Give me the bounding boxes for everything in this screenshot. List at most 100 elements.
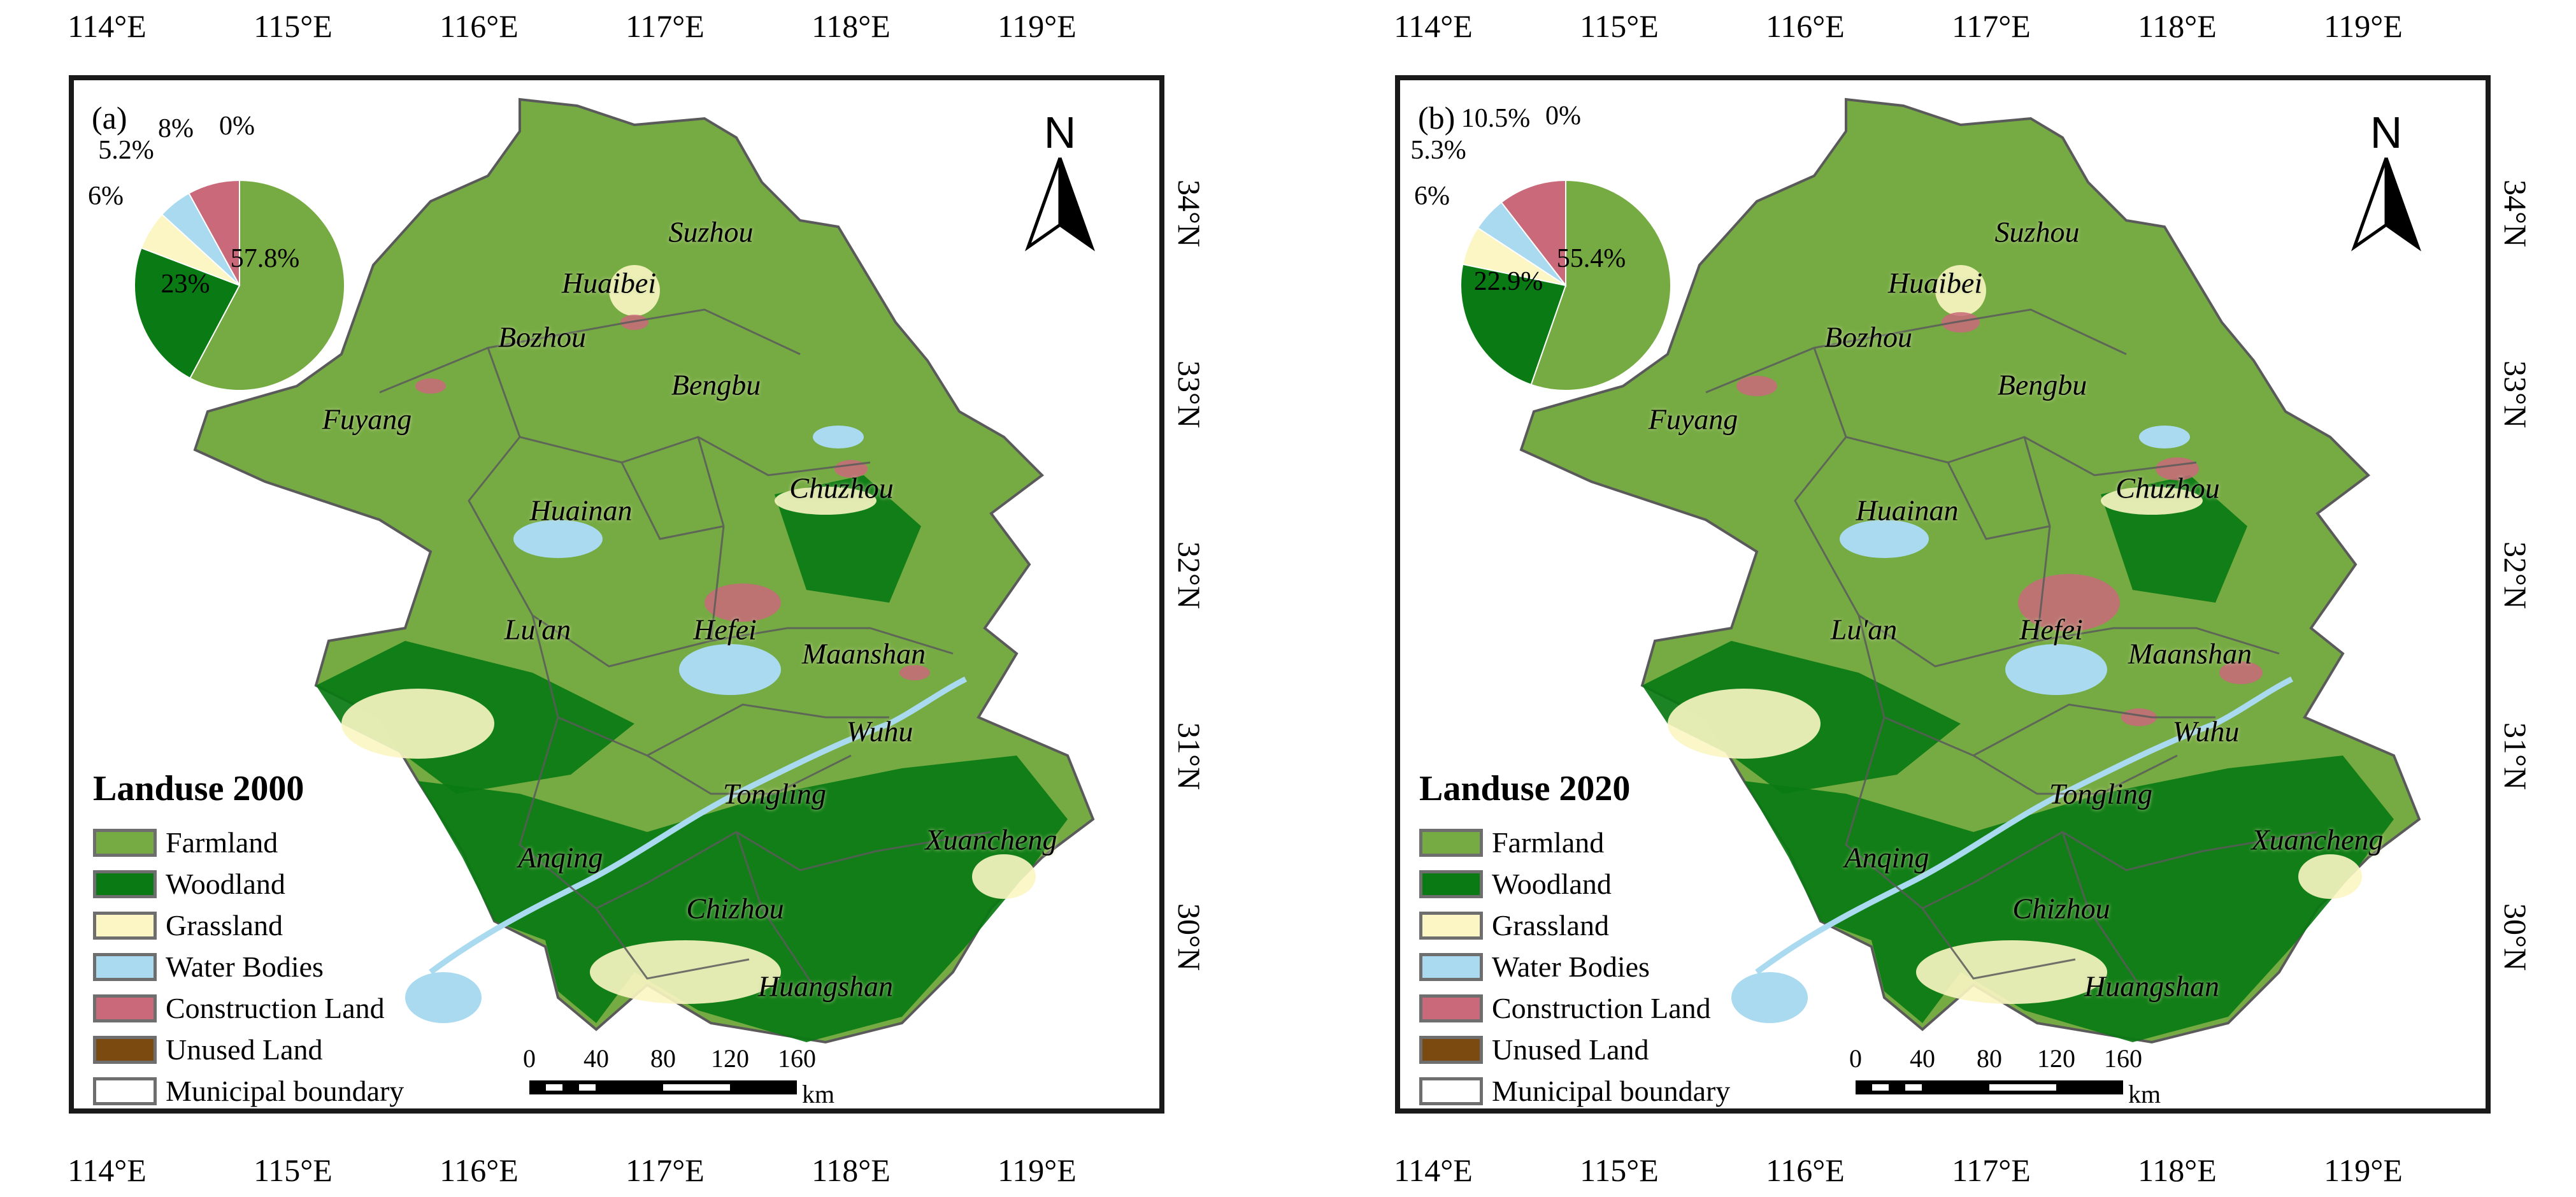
unused-swatch bbox=[93, 1035, 157, 1064]
legend-label: Construction Land bbox=[1492, 992, 1711, 1024]
lon-label: 115°E bbox=[254, 1152, 333, 1188]
lon-label: 114°E bbox=[68, 8, 147, 44]
lon-label: 117°E bbox=[626, 8, 705, 44]
map-frame: Suzhou Huaibei Bozhou Bengbu Fuyang Huai… bbox=[1395, 75, 2491, 1114]
city-label: Huaibei bbox=[561, 266, 657, 299]
pie-label-grassland: 6% bbox=[1414, 182, 1450, 211]
lon-label: 118°E bbox=[2138, 1152, 2217, 1188]
north-arrow-icon: N bbox=[1022, 107, 1098, 254]
legend-label: Water Bodies bbox=[166, 950, 324, 983]
city-label: Hefei bbox=[2019, 613, 2083, 646]
pie-slice-construction bbox=[188, 179, 240, 286]
city-label: Xuancheng bbox=[2251, 823, 2384, 856]
city-label: Bengbu bbox=[671, 368, 761, 401]
lat-label: 30°N bbox=[1171, 903, 1207, 971]
lat-label: 34°N bbox=[2498, 180, 2533, 248]
city-label: Tongling bbox=[723, 777, 826, 810]
city-label: Fuyang bbox=[322, 403, 412, 436]
city-label: Lu'an bbox=[504, 613, 571, 646]
city-label: Xuancheng bbox=[925, 823, 1057, 856]
city-label: Lu'an bbox=[1830, 613, 1898, 646]
grassland-patch bbox=[972, 854, 1036, 899]
construction-hefei bbox=[705, 584, 781, 622]
map-panel-2000: 114°E 115°E 116°E 117°E 118°E 119°E 114°… bbox=[68, 8, 1207, 1188]
city-label: Anqing bbox=[518, 841, 603, 874]
construction-patch bbox=[415, 378, 446, 394]
lon-label: 114°E bbox=[68, 1152, 147, 1188]
legend-label: Construction Land bbox=[166, 992, 385, 1024]
map-frame: Suzhou Huaibei Bozhou Bengbu Fuyang Huai… bbox=[69, 75, 1164, 1114]
lon-label: 118°E bbox=[812, 1152, 891, 1188]
grassland-patch bbox=[609, 265, 660, 316]
grassland-patch bbox=[1668, 689, 1821, 759]
city-label: Maanshan bbox=[801, 637, 926, 670]
scale-tick: 0 bbox=[523, 1044, 536, 1073]
lon-label: 116°E bbox=[1766, 8, 1845, 44]
grassland-patch bbox=[775, 487, 877, 515]
lon-label: 116°E bbox=[1766, 1152, 1845, 1188]
lat-label: 32°N bbox=[2498, 541, 2533, 610]
lat-label: 32°N bbox=[1171, 541, 1207, 610]
scale-tick: 40 bbox=[583, 1044, 609, 1073]
lon-label: 115°E bbox=[254, 8, 333, 44]
legend-item: Unused Land bbox=[93, 1029, 404, 1070]
province-map bbox=[193, 97, 1095, 1044]
water-swatch bbox=[93, 952, 157, 981]
scale-tick: 40 bbox=[1910, 1044, 1935, 1073]
legend-item: Unused Land bbox=[1419, 1029, 1730, 1070]
city-label: Wuhu bbox=[846, 715, 913, 748]
city-label: Huangshan bbox=[2084, 970, 2220, 1003]
construction-patch bbox=[2121, 708, 2157, 726]
scale-unit: km bbox=[802, 1080, 835, 1108]
city-label: Bozhou bbox=[498, 320, 586, 354]
pie-label-construction: 8% bbox=[158, 114, 194, 143]
lon-label: 116°E bbox=[440, 1152, 519, 1188]
pie-label-water: 5.3% bbox=[1410, 136, 1466, 165]
lon-label: 119°E bbox=[998, 1152, 1077, 1188]
city-label: Chuzhou bbox=[789, 471, 894, 505]
legend-item: Woodland bbox=[1419, 863, 1730, 905]
pie-label-construction: 10.5% bbox=[1461, 104, 1531, 133]
lon-label: 119°E bbox=[2324, 1152, 2403, 1188]
farmland-swatch bbox=[1419, 828, 1483, 857]
legend-label: Water Bodies bbox=[1492, 950, 1650, 983]
scale-unit: km bbox=[2128, 1080, 2161, 1108]
grassland-patch bbox=[2298, 854, 2362, 899]
pie-label-farmland: 57.8% bbox=[230, 244, 300, 273]
water-body bbox=[513, 520, 603, 558]
legend-item: Water Bodies bbox=[1419, 946, 1730, 987]
legend-item: Construction Land bbox=[1419, 987, 1730, 1029]
lon-label: 117°E bbox=[1952, 8, 2031, 44]
legend-item: Municipal boundary bbox=[1419, 1070, 1730, 1108]
city-label: Wuhu bbox=[2172, 715, 2240, 748]
scale-bar: 0 40 80 120 160 km bbox=[1849, 1043, 2174, 1108]
construction-patch bbox=[1736, 376, 1777, 396]
farmland-swatch bbox=[93, 828, 157, 857]
pie-slice-woodland bbox=[1460, 263, 1567, 386]
scale-tick: 80 bbox=[1977, 1044, 2002, 1073]
grassland-swatch bbox=[1419, 911, 1483, 940]
city-label: Huainan bbox=[529, 494, 633, 527]
grassland-patch bbox=[1935, 265, 1986, 316]
north-label: N bbox=[2370, 108, 2403, 157]
water-body bbox=[1840, 520, 1929, 558]
lon-label: 119°E bbox=[2324, 8, 2403, 44]
legend-label: Woodland bbox=[166, 868, 285, 900]
pie-label-woodland: 22.9% bbox=[1473, 267, 1543, 296]
grassland-patch bbox=[2101, 487, 2203, 515]
city-label: Chuzhou bbox=[2115, 471, 2220, 505]
lon-label: 114°E bbox=[1394, 1152, 1473, 1188]
legend-label: Unused Land bbox=[166, 1033, 323, 1066]
legend-label: Farmland bbox=[1492, 826, 1605, 859]
water-swatch bbox=[1419, 952, 1483, 981]
city-label: Bozhou bbox=[1824, 320, 1912, 354]
map-panel-2020: 114°E 115°E 116°E 117°E 118°E 119°E 114°… bbox=[1326, 0, 2576, 1197]
woodland-swatch bbox=[1419, 870, 1483, 898]
construction-swatch bbox=[93, 994, 157, 1022]
legend-label: Farmland bbox=[166, 826, 278, 859]
city-label: Fuyang bbox=[1648, 403, 1738, 436]
construction-patch bbox=[1942, 312, 1980, 333]
grassland-patch bbox=[341, 689, 494, 759]
legend-item: Construction Land bbox=[93, 987, 404, 1029]
scale-bar-graphic bbox=[529, 1080, 797, 1094]
